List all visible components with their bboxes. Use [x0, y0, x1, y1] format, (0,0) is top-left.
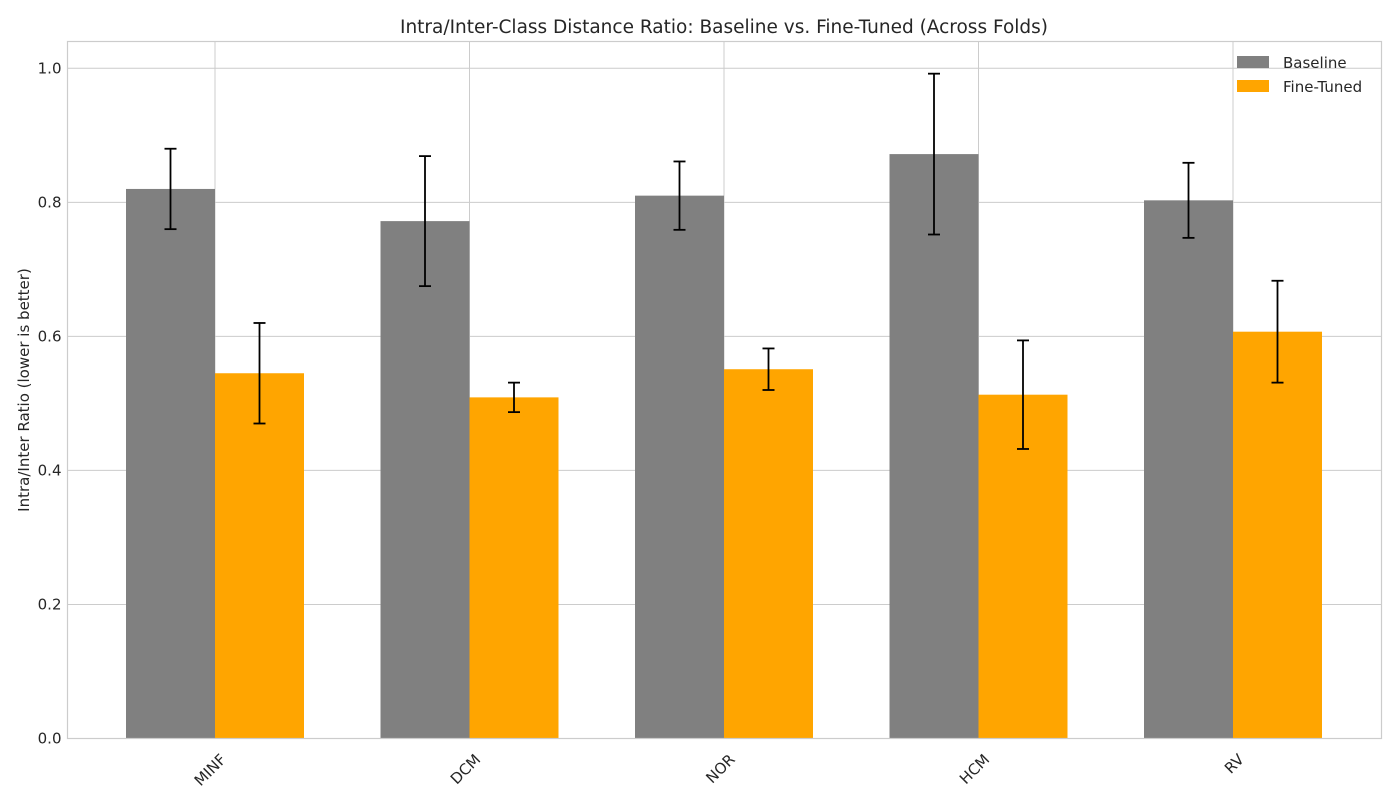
error-bar-fine-tuned-minf: [253, 322, 266, 425]
y-tick-label: 0.2: [38, 595, 62, 613]
y-tick-label: 1.0: [38, 59, 62, 77]
error-bar-baseline-nor: [673, 160, 686, 231]
y-tick-label: 0.8: [38, 193, 62, 211]
y-tick-label: 0.0: [38, 730, 62, 748]
x-tick-label: RV: [1221, 750, 1248, 777]
error-bar-fine-tuned-nor: [762, 347, 775, 391]
bar-fine-tuned-hcm: [978, 394, 1068, 739]
plot-frame: [66, 40, 1383, 740]
legend-swatch: [1237, 56, 1269, 68]
x-tick-label: DCM: [447, 751, 484, 788]
legend-label: Fine-Tuned: [1283, 78, 1362, 96]
error-bar-baseline-rv: [1182, 161, 1195, 239]
x-tick-label: MINF: [191, 751, 230, 790]
x-tick-label: HCM: [956, 751, 993, 788]
bar-baseline-minf: [126, 188, 215, 739]
bar-fine-tuned-minf: [215, 373, 304, 739]
error-bar-baseline-dcm: [419, 155, 431, 288]
bar-fine-tuned-rv: [1233, 331, 1322, 739]
bars-layer: [126, 154, 1322, 739]
y-tick-label: 0.4: [38, 461, 62, 479]
bar-fine-tuned-dcm: [469, 397, 559, 739]
x-tick-labels: MINF DCM NOR HCM RV: [191, 750, 1249, 790]
bar-baseline-nor: [635, 195, 724, 739]
error-bars-layer: [164, 72, 1284, 450]
error-bar-fine-tuned-hcm: [1017, 339, 1029, 450]
legend: Baseline Fine-Tuned: [1237, 54, 1362, 96]
y-tick-label: 0.6: [38, 327, 62, 345]
error-bar-baseline-hcm: [928, 72, 940, 236]
bar-baseline-rv: [1144, 200, 1233, 739]
legend-label: Baseline: [1283, 54, 1347, 72]
error-bar-fine-tuned-rv: [1271, 279, 1284, 384]
bar-baseline-hcm: [889, 154, 979, 739]
bar-fine-tuned-nor: [724, 369, 813, 739]
error-bar-fine-tuned-dcm: [508, 381, 520, 414]
legend-swatch: [1237, 80, 1269, 92]
x-tick-label: NOR: [702, 751, 738, 787]
chart-title: Intra/Inter-Class Distance Ratio: Baseli…: [400, 17, 1048, 38]
bar-baseline-dcm: [380, 221, 470, 739]
y-axis-label: Intra/Inter Ratio (lower is better): [15, 268, 33, 512]
error-bar-baseline-minf: [164, 147, 177, 231]
y-tick-labels: 0.0 0.2 0.4 0.6 0.8 1.0: [38, 59, 62, 747]
